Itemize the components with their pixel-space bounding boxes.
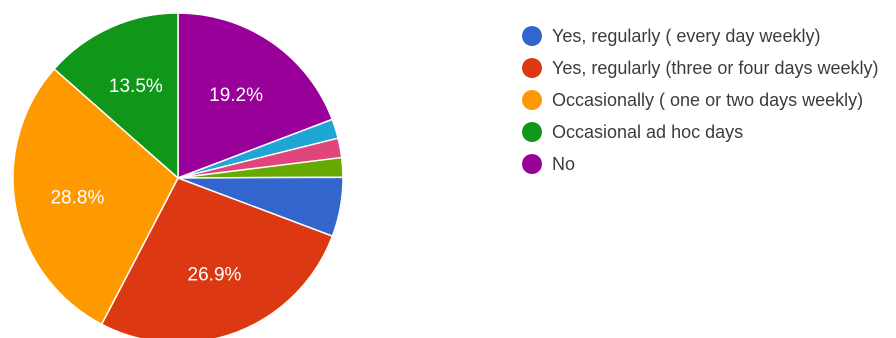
legend-item[interactable]: Occasional ad hoc days bbox=[522, 120, 894, 144]
slice-label: 13.5% bbox=[109, 76, 163, 97]
legend-swatch bbox=[522, 122, 542, 142]
legend: Yes, regularly ( every day weekly) Yes, … bbox=[522, 24, 894, 184]
legend-item[interactable]: Yes, regularly ( every day weekly) bbox=[522, 24, 894, 48]
legend-item[interactable]: Occasionally ( one or two days weekly) bbox=[522, 88, 894, 112]
pie-slice[interactable] bbox=[53, 12, 179, 180]
slice-label: 19.2% bbox=[209, 85, 263, 106]
legend-label: No bbox=[552, 154, 576, 174]
legend-swatch bbox=[522, 90, 542, 110]
legend-label: Yes, regularly (three or four days weekl… bbox=[552, 58, 879, 78]
legend-swatch bbox=[522, 58, 542, 78]
legend-label: Occasionally ( one or two days weekly) bbox=[552, 90, 864, 110]
legend-swatch bbox=[522, 26, 542, 46]
legend-item[interactable]: Yes, regularly (three or four days weekl… bbox=[522, 56, 894, 80]
pie-chart: 19.2% 26.9% 28.8% 13.5% bbox=[12, 12, 344, 338]
pie-slice[interactable] bbox=[177, 12, 334, 180]
slice-label: 28.8% bbox=[50, 188, 104, 209]
slice-label: 26.9% bbox=[188, 265, 242, 286]
legend-item[interactable]: No bbox=[522, 152, 894, 176]
pie-slice[interactable] bbox=[12, 67, 179, 326]
pie-slice[interactable] bbox=[100, 177, 334, 338]
legend-label: Occasional ad hoc days bbox=[552, 122, 744, 142]
legend-swatch bbox=[522, 154, 542, 174]
legend-label: Yes, regularly ( every day weekly) bbox=[552, 26, 821, 46]
